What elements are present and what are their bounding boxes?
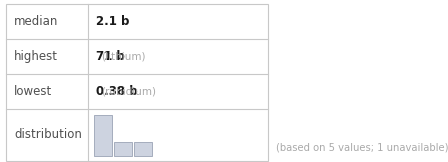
Text: highest: highest: [14, 50, 58, 63]
Text: 71 b: 71 b: [96, 50, 125, 63]
Text: distribution: distribution: [14, 128, 82, 141]
Text: (lithium): (lithium): [102, 52, 146, 62]
Bar: [6, 4, 268, 161]
Text: (based on 5 values; 1 unavailable): (based on 5 values; 1 unavailable): [276, 143, 448, 153]
Text: median: median: [14, 15, 58, 28]
Text: (rubidium): (rubidium): [102, 87, 156, 97]
Bar: [94, 115, 112, 156]
Bar: [134, 142, 152, 156]
Text: 2.1 b: 2.1 b: [96, 15, 129, 28]
Bar: [114, 142, 132, 156]
Text: lowest: lowest: [14, 85, 52, 98]
Text: 0.38 b: 0.38 b: [96, 85, 138, 98]
